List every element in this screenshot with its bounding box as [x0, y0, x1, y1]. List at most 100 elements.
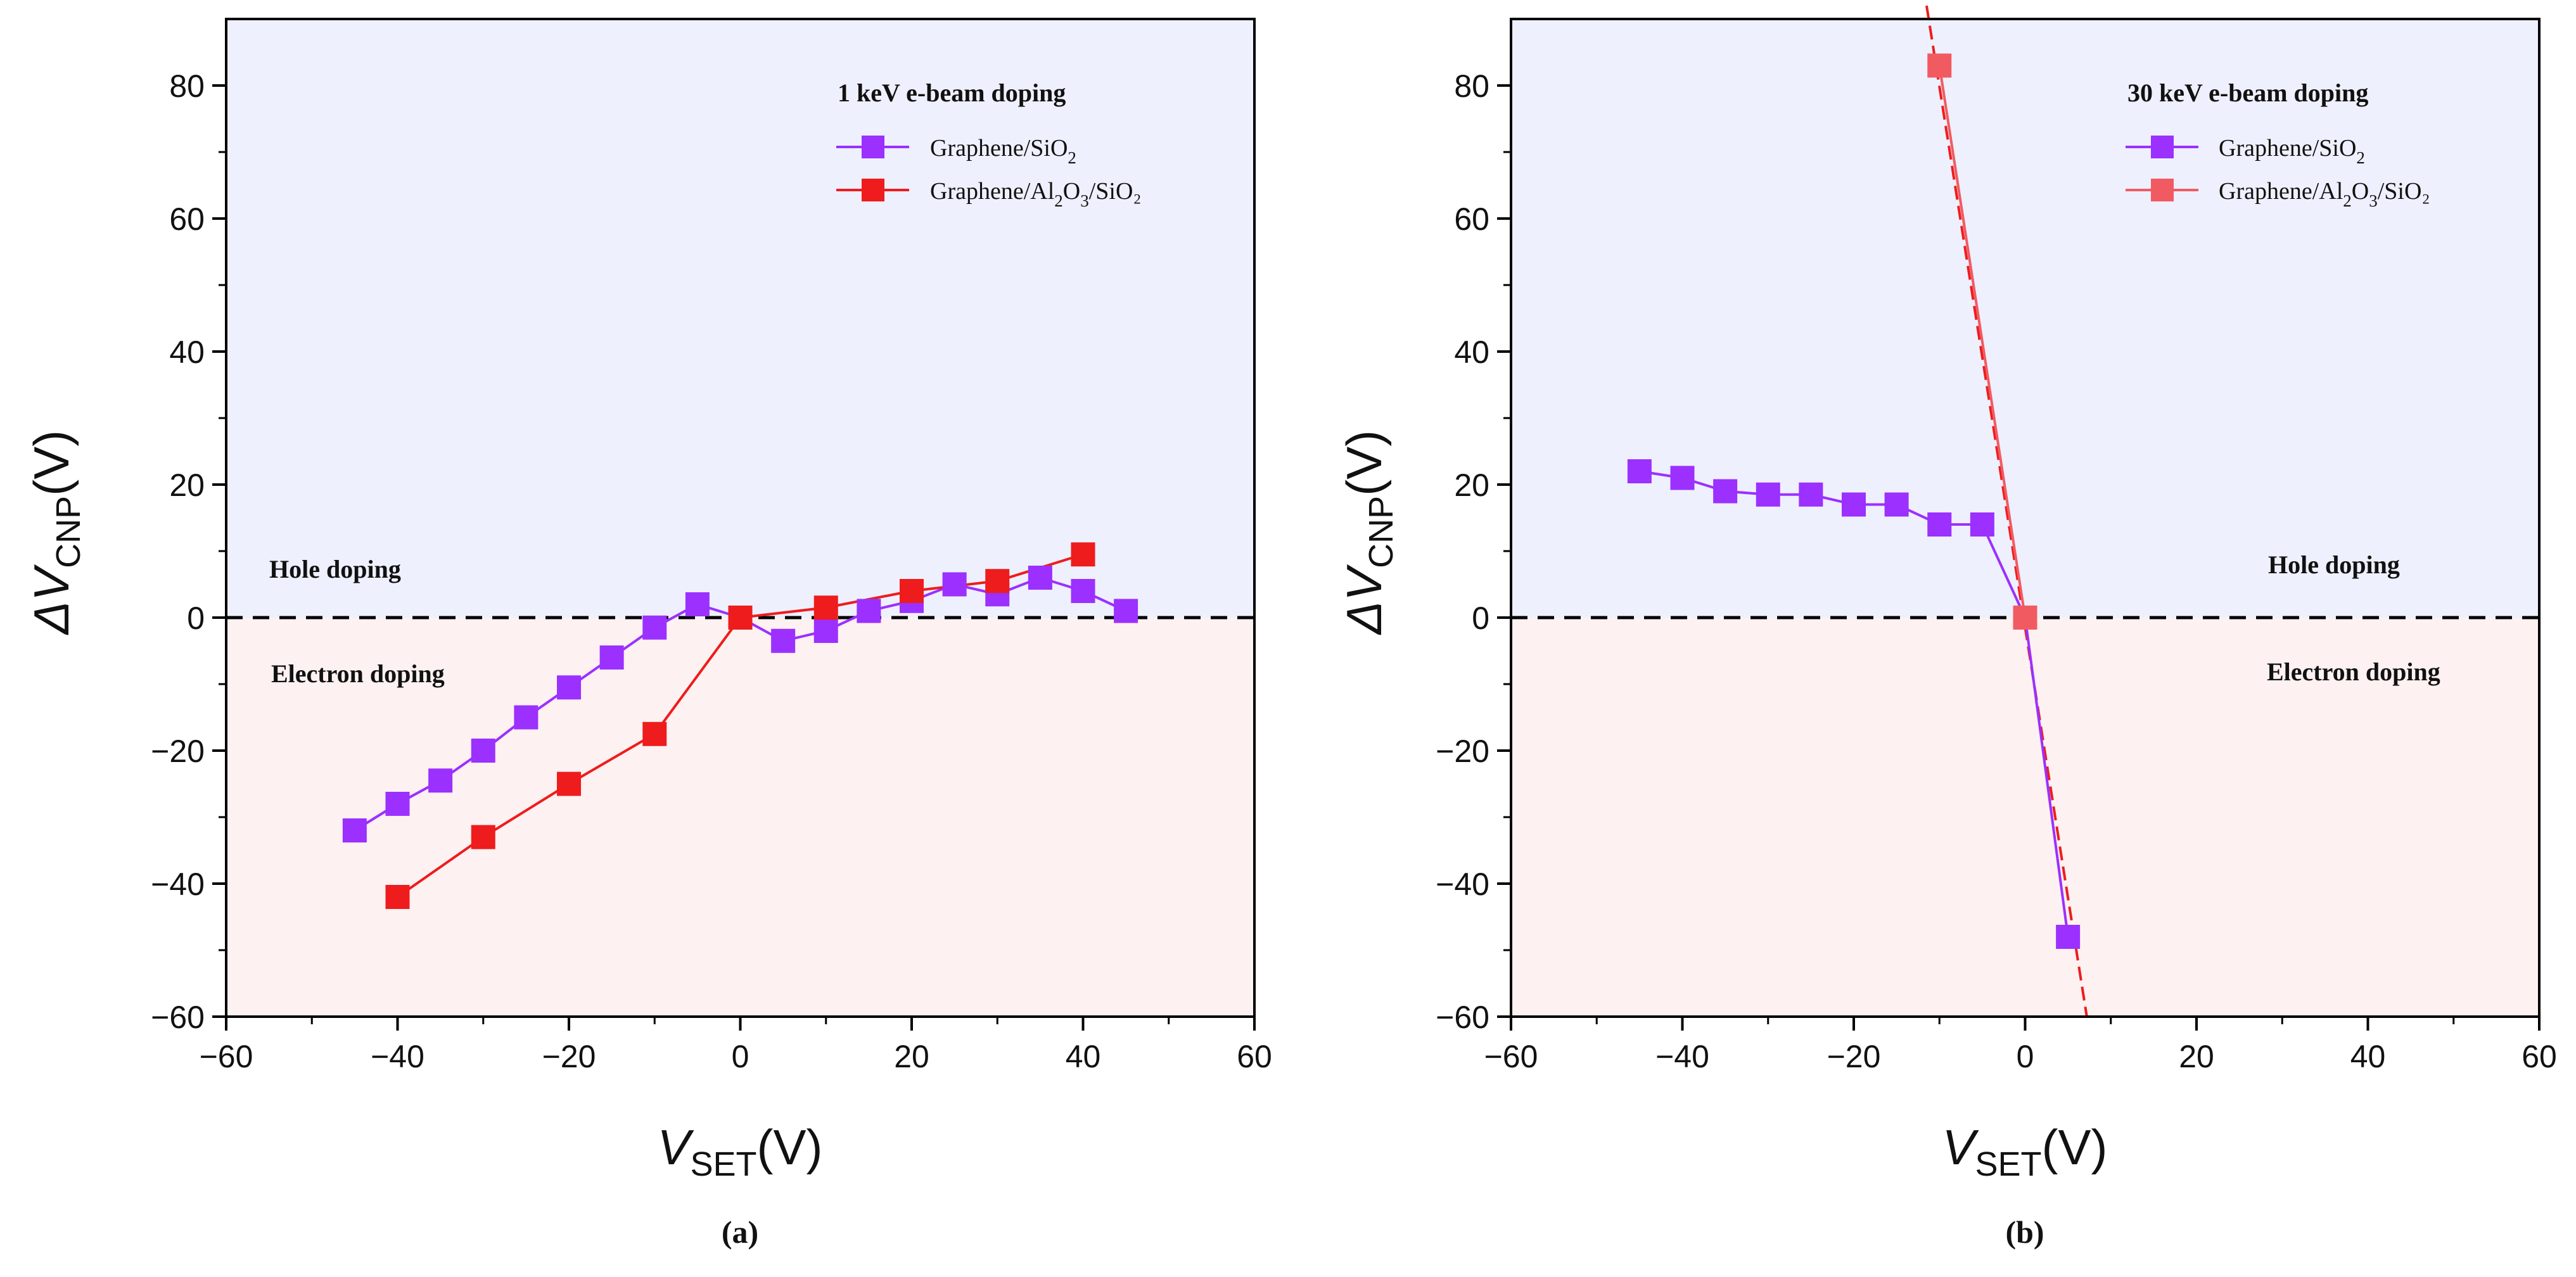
y-tick-label: 40	[1454, 334, 1489, 370]
y-tick-label: −40	[1436, 867, 1489, 902]
x-tick-label: −20	[542, 1039, 596, 1074]
y-tick-label: −20	[1436, 734, 1489, 769]
electron-doping-label: Electron doping	[2267, 658, 2440, 686]
x-tick-label: −60	[200, 1039, 253, 1074]
data-point	[385, 792, 410, 816]
data-point	[1927, 512, 1952, 537]
panel-caption-a: (a)	[722, 1214, 758, 1250]
legend: 1 keV e-beam doping Graphene/SiO2 Graphe…	[836, 79, 1142, 210]
data-point	[599, 645, 624, 670]
y-tick-label: 20	[1454, 467, 1489, 503]
panel-b: −60 −40 −20 0 20 40 60 −60 −40 −20 0 20 40 60 80 30 ke…	[1336, 5, 2557, 1250]
data-point	[813, 595, 838, 620]
data-point	[642, 721, 667, 746]
y-tick-label: 80	[169, 68, 205, 104]
y-tick-label: −60	[151, 1000, 205, 1035]
hole-doping-label: Hole doping	[2268, 550, 2400, 579]
data-point	[514, 705, 539, 730]
data-point	[985, 569, 1010, 594]
data-point	[1670, 466, 1695, 490]
data-point	[1713, 479, 1738, 504]
data-point	[728, 606, 753, 630]
hole-doping-label: Hole doping	[269, 555, 401, 583]
y-tick-label: 80	[1454, 68, 1489, 104]
y-tick-label: 60	[169, 201, 205, 237]
data-point	[813, 619, 838, 643]
data-point	[2013, 606, 2037, 630]
x-tick-label: 60	[2522, 1039, 2557, 1074]
y-tick-label: 0	[1472, 600, 1489, 636]
data-point	[942, 572, 967, 597]
x-axis-label: VSET(V)	[1942, 1119, 2107, 1183]
data-point	[1071, 542, 1095, 567]
legend-marker-series2	[862, 179, 884, 201]
y-tick-label: 0	[187, 600, 205, 636]
data-point	[1927, 53, 1952, 78]
data-point	[1114, 599, 1138, 623]
data-point	[1970, 512, 1994, 537]
legend: 30 keV e-beam doping Graphene/SiO2 Graph…	[2126, 79, 2430, 210]
y-axis-label: ΔVCNP(V)	[1336, 430, 1400, 635]
data-point	[342, 818, 367, 842]
panel-caption-b: (b)	[2005, 1214, 2044, 1250]
series-markers	[342, 542, 1138, 909]
electron-doping-region	[1511, 618, 2539, 1017]
axis-ticks: −60 −40 −20 0 20 40 60 −60 −40 −20 0 20 40 60 80	[1436, 68, 2557, 1074]
y-tick-label: 20	[169, 467, 205, 503]
legend-label-series2: Graphene/Al2O3/SiO₂	[2219, 178, 2430, 210]
y-tick-label: −60	[1436, 1000, 1489, 1035]
data-point	[642, 615, 667, 640]
axis-ticks: −60 −40 −20 0 20 40 60 −60 −40 −20 0 20 40 60 80	[151, 68, 1272, 1074]
x-tick-label: 0	[2017, 1039, 2034, 1074]
data-point	[1028, 566, 1052, 590]
data-point	[1627, 459, 1652, 483]
data-point	[1071, 579, 1095, 603]
electron-doping-label: Electron doping	[271, 659, 445, 688]
hole-doping-region	[226, 19, 1254, 618]
x-tick-label: 40	[2350, 1039, 2386, 1074]
x-tick-label: −20	[1827, 1039, 1881, 1074]
legend-title: 1 keV e-beam doping	[838, 79, 1066, 107]
x-tick-label: −40	[1655, 1039, 1709, 1074]
x-tick-label: 60	[1237, 1039, 1272, 1074]
legend-label-series1: Graphene/SiO2	[2219, 135, 2365, 167]
legend-marker-series1	[862, 136, 884, 158]
x-axis-label: VSET(V)	[657, 1119, 822, 1183]
x-tick-label: −60	[1484, 1039, 1538, 1074]
legend-marker-series2	[2151, 179, 2174, 201]
y-tick-label: 60	[1454, 201, 1489, 237]
data-point	[857, 599, 881, 623]
data-point	[1756, 482, 1780, 507]
legend-title: 30 keV e-beam doping	[2127, 79, 2368, 107]
series-line-2	[1938, 65, 2027, 618]
data-point	[2056, 925, 2081, 949]
data-point	[471, 739, 495, 763]
data-point	[557, 772, 581, 796]
hole-doping-region	[1511, 19, 2539, 618]
data-point	[771, 628, 796, 653]
series-markers	[1627, 53, 2081, 949]
x-tick-label: −40	[371, 1039, 424, 1074]
data-point	[685, 592, 710, 616]
legend-marker-series1	[2151, 136, 2174, 158]
y-tick-label: −40	[151, 867, 205, 902]
data-point	[557, 675, 581, 700]
fit-line	[1925, 5, 2088, 1017]
data-point	[471, 825, 495, 849]
electron-doping-region	[226, 618, 1254, 1017]
data-point	[385, 885, 410, 909]
y-axis-label: ΔVCNP(V)	[23, 430, 87, 635]
x-tick-label: 20	[2179, 1039, 2214, 1074]
data-point	[428, 768, 453, 793]
legend-label-series2: Graphene/Al2O3/SiO₂	[930, 178, 1142, 210]
data-point	[1799, 482, 1823, 507]
x-tick-label: 20	[894, 1039, 929, 1074]
data-point	[900, 579, 924, 603]
x-tick-label: 40	[1066, 1039, 1101, 1074]
y-tick-label: −20	[151, 734, 205, 769]
panel-a: −60 −40 −20 0 20 40 60 −60 −40 −20 0 20 40 60 80 1 keV…	[23, 18, 1272, 1250]
data-point	[1884, 492, 1909, 517]
x-tick-label: 0	[732, 1039, 749, 1074]
data-point	[1842, 492, 1866, 517]
